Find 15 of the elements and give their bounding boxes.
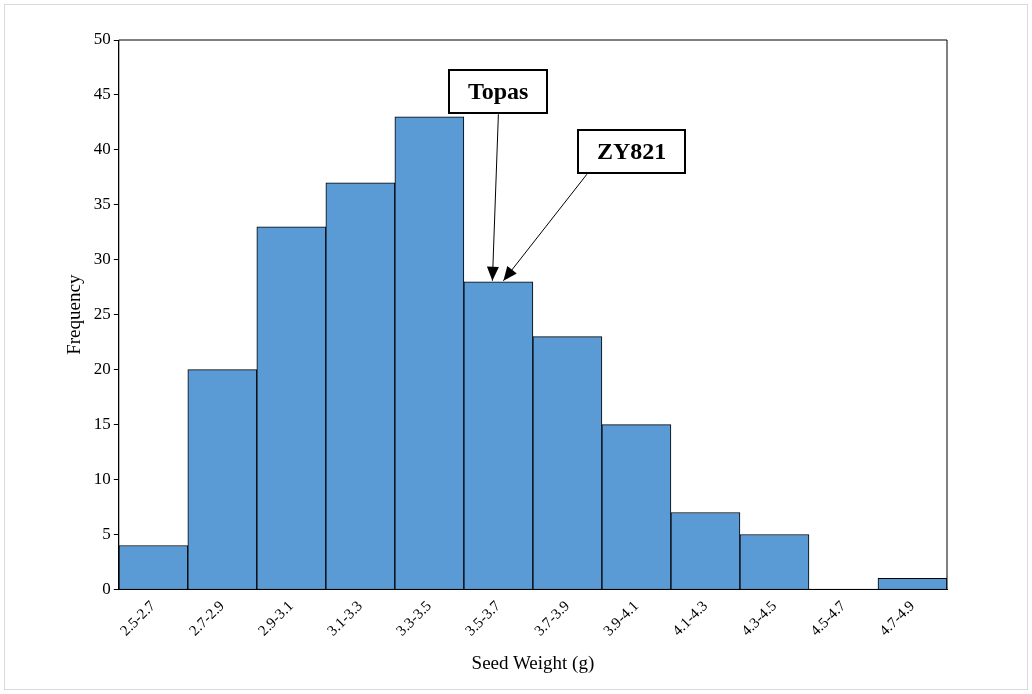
- y-tick-label: 5: [102, 523, 111, 543]
- y-axis-title: Frequency: [63, 274, 85, 355]
- y-tick-label: 0: [102, 578, 111, 598]
- y-tick-label: 50: [93, 29, 111, 49]
- y-tick-label: 20: [93, 359, 111, 379]
- annotation: ZY821: [576, 129, 687, 175]
- y-tick-label: 25: [93, 304, 111, 324]
- y-tick-label: 45: [93, 84, 111, 104]
- y-tick-label: 40: [93, 139, 111, 159]
- y-tick-label: 35: [93, 194, 111, 214]
- y-tick-label: 10: [93, 469, 111, 489]
- x-axis-title: Seed Weight (g): [471, 651, 595, 674]
- y-tick-label: 15: [93, 414, 111, 434]
- annotation: Topas: [447, 69, 549, 115]
- y-tick-label: 30: [93, 249, 111, 269]
